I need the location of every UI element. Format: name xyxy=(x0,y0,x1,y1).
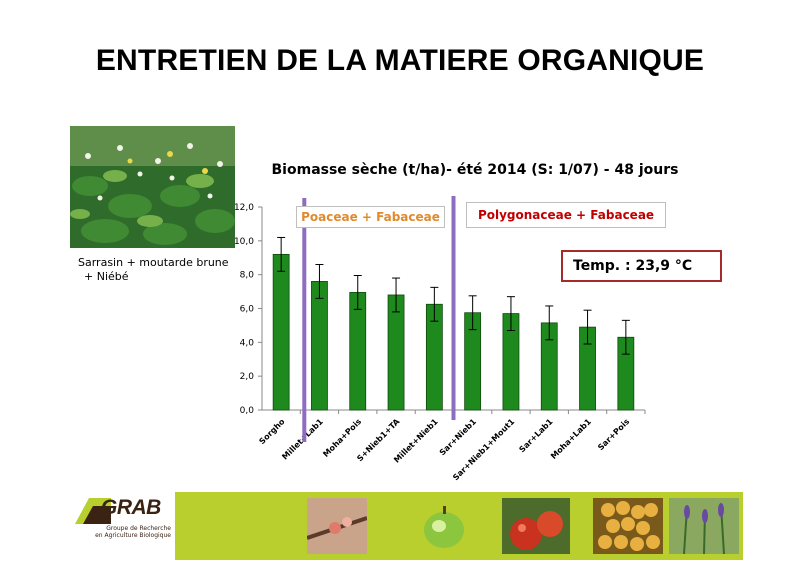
footer-photo-branch xyxy=(307,498,367,554)
group-label-polygonaceae: Polygonaceae + Fabaceae xyxy=(466,202,666,228)
x-tick-label: Sar+Nieb1 xyxy=(438,417,479,458)
grab-logo-mark xyxy=(75,498,111,524)
logo-word: GRAB xyxy=(101,496,161,519)
photo-caption: Sarrasin + moutarde brune + Niébé xyxy=(78,256,229,284)
logo-subtitle-line1: Groupe de Recherche xyxy=(106,525,171,532)
photo-caption-line2: + Niébé xyxy=(84,270,129,283)
x-tick-label: Sar+Lab1 xyxy=(517,417,554,454)
photo-caption-line1: Sarrasin + moutarde brune xyxy=(78,256,229,269)
bar xyxy=(272,253,290,411)
y-tick-label: 4,0 xyxy=(240,338,255,348)
logo-subtitle: Groupe de Recherche en Agriculture Biolo… xyxy=(71,525,171,539)
x-tick-label: Sar+Pois xyxy=(596,417,631,452)
footer-band: GRAB Groupe de Recherche en Agriculture … xyxy=(57,492,743,560)
crop-photo xyxy=(70,126,235,248)
chart-title: Biomasse sèche (t/ha)- été 2014 (S: 1/07… xyxy=(271,162,679,178)
group-label-poaceae: Poaceae + Fabaceae xyxy=(296,206,445,228)
crop-photo-image xyxy=(70,126,235,248)
grab-logo: GRAB Groupe de Recherche en Agriculture … xyxy=(57,492,175,560)
footer-photo-grapes xyxy=(593,498,663,554)
y-tick-label: 2,0 xyxy=(240,372,255,382)
footer-photo-tomato xyxy=(502,498,570,554)
y-tick-label: 6,0 xyxy=(240,305,255,315)
y-tick-label: 8,0 xyxy=(240,271,255,281)
y-tick-label: 0,0 xyxy=(240,406,255,416)
logo-subtitle-line2: en Agriculture Biologique xyxy=(95,532,171,539)
x-tick-label: Moha+Lab1 xyxy=(549,417,593,461)
x-tick-label: Sorgho xyxy=(257,417,286,446)
footer-photo-apple xyxy=(415,498,473,554)
temperature-label: Temp. : 23,9 °C xyxy=(561,250,722,282)
y-tick-label: 12,0 xyxy=(234,203,254,213)
footer-photo-lavender xyxy=(669,498,739,554)
x-tick-label: Moha+Pois xyxy=(321,417,363,459)
bar xyxy=(311,281,328,411)
y-tick-label: 10,0 xyxy=(234,237,254,247)
slide-title: ENTRETIEN DE LA MATIERE ORGANIQUE xyxy=(95,44,705,77)
bar xyxy=(349,292,367,411)
